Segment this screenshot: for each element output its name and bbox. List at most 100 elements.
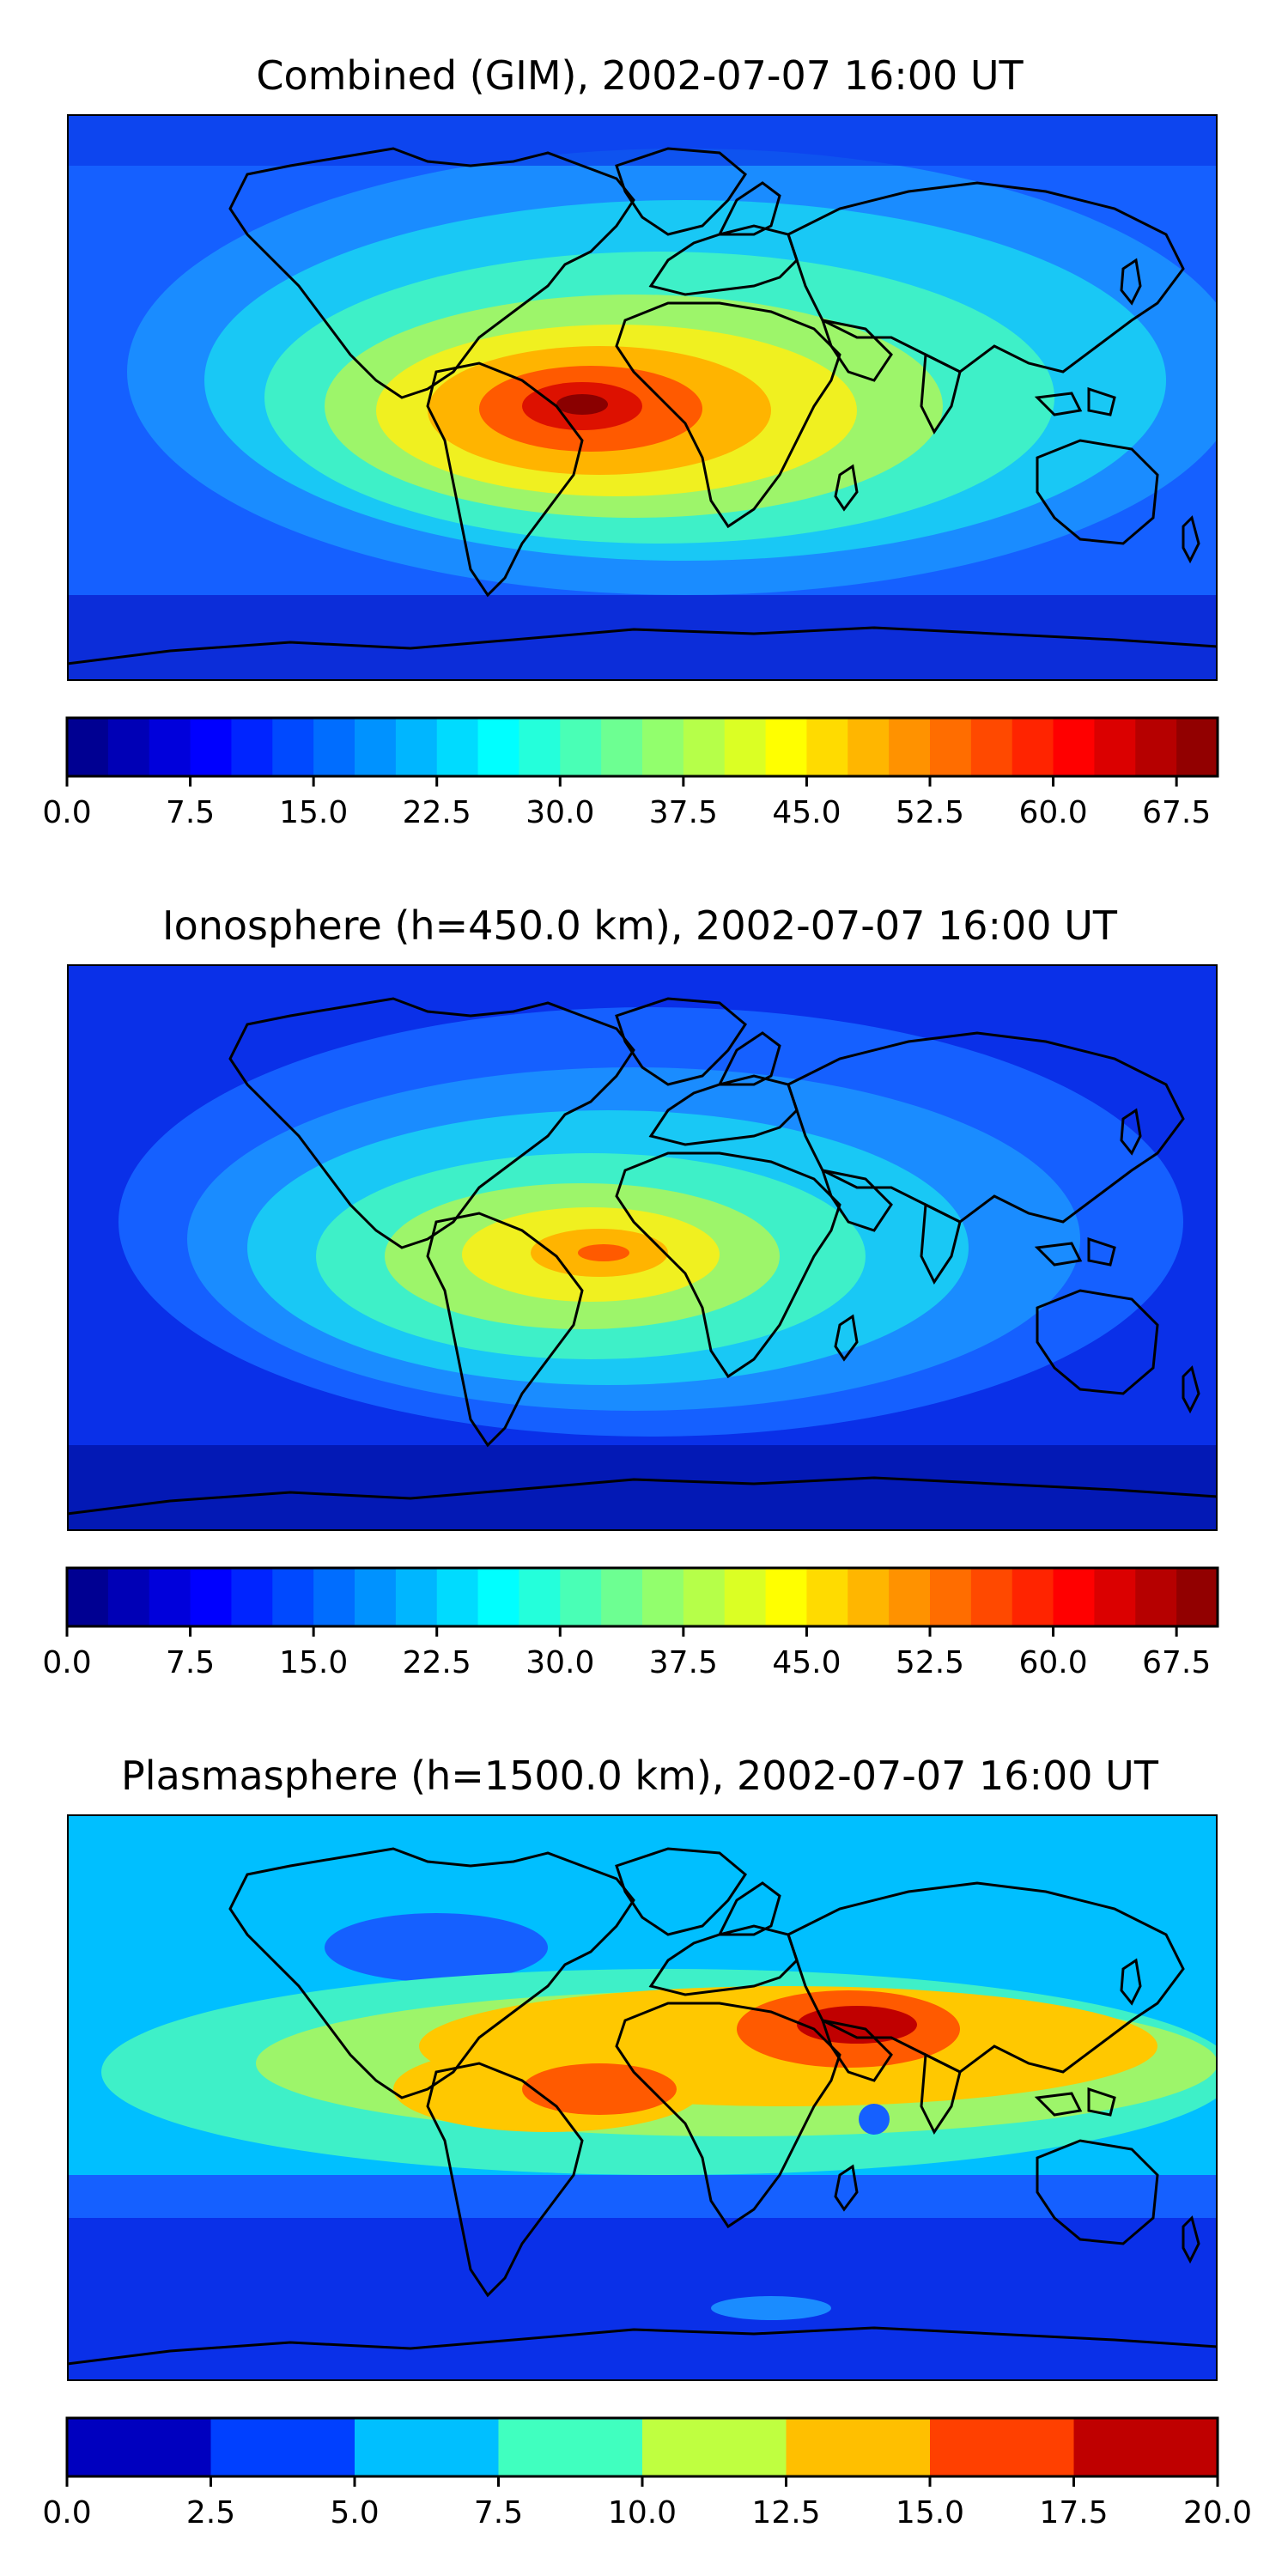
north-low: [325, 1913, 548, 1982]
colorbar-cell: [601, 1568, 643, 1626]
colorbar-cell: [970, 1568, 1013, 1626]
colorbar-ionosphere: 0.0 7.5 15.0 22.5 30.0 37.5 45.0 52.5 60.0 67.5: [42, 1566, 1219, 1680]
tec-peak: [556, 394, 608, 415]
colorbar-cell: [930, 2418, 1075, 2476]
colorbar-cell: [477, 718, 520, 776]
colorbar-tick-label: 12.5: [751, 2495, 820, 2530]
map-plasmasphere: [67, 1814, 1218, 2381]
colorbar-cell: [806, 1568, 848, 1626]
colorbar-tick-label: 67.5: [1142, 795, 1211, 830]
colorbar-tick-label: 5.0: [330, 2495, 379, 2530]
panel-title: Combined (GIM), 2002-07-07 16:00 UT: [256, 52, 1024, 99]
colorbar-cell: [313, 1568, 355, 1626]
colorbar-cell: [642, 2418, 787, 2476]
colorbar-cell: [765, 718, 808, 776]
colorbar-tick-label: 2.5: [186, 2495, 235, 2530]
colorbar-cell: [560, 1568, 602, 1626]
map-ionosphere: [67, 964, 1218, 1531]
colorbar-cell: [107, 1568, 150, 1626]
colorbar-cell: [1053, 1568, 1096, 1626]
colorbar-cell: [889, 1568, 931, 1626]
colorbar-cell: [806, 718, 848, 776]
colorbar-tick-label: 0.0: [42, 2495, 91, 2530]
colorbar-cell: [683, 1568, 726, 1626]
colorbar-cell: [231, 718, 273, 776]
colorbar-cell: [436, 1568, 479, 1626]
colorbar-cell: [642, 718, 684, 776]
colorbar-cell: [498, 2418, 643, 2476]
colorbar-cell: [1135, 718, 1177, 776]
colorbar-cell: [724, 1568, 767, 1626]
colorbar-cell: [1094, 718, 1136, 776]
colorbar-tick-label: 37.5: [649, 1645, 718, 1680]
tec-peak: [578, 1244, 629, 1261]
colorbar-cell: [395, 1568, 438, 1626]
colorbar-combined: 0.0 7.5 15.0 22.5 30.0 37.5 45.0 52.5 60.0 67.5: [42, 716, 1219, 830]
colorbar-cell: [1176, 718, 1218, 776]
colorbar-cell: [1012, 718, 1054, 776]
colorbar-cell: [889, 718, 931, 776]
colorbar-tick-label: 7.5: [166, 1645, 215, 1680]
colorbar-tick-label: 17.5: [1039, 2495, 1108, 2530]
colorbar-cell: [1176, 1568, 1218, 1626]
colorbar-cell: [355, 1568, 397, 1626]
panel-title: Plasmasphere (h=1500.0 km), 2002-07-07 1…: [121, 1753, 1159, 1799]
colorbar-tick-label: 30.0: [526, 795, 594, 830]
panel-title: Ionosphere (h=450.0 km), 2002-07-07 16:0…: [162, 902, 1118, 949]
colorbar-cell: [477, 1568, 520, 1626]
colorbar-tick-label: 0.0: [42, 1645, 91, 1680]
colorbar-tick-label: 37.5: [649, 795, 718, 830]
colorbar-cell: [149, 1568, 191, 1626]
colorbar-plasmasphere: 0.0 2.5 5.0 7.5 10.0 12.5 15.0 17.5 20.0: [42, 2416, 1252, 2530]
colorbar-tick-label: 7.5: [474, 2495, 523, 2530]
local-low: [711, 2296, 831, 2320]
colorbar-cell: [519, 718, 561, 776]
colorbar-cell: [970, 718, 1013, 776]
colorbar-tick-label: 30.0: [526, 1645, 594, 1680]
colorbar-tick-label: 45.0: [772, 1645, 841, 1680]
colorbar-cell: [1135, 1568, 1177, 1626]
colorbar-tick-label: 60.0: [1018, 1645, 1087, 1680]
colorbar-tick-label: 60.0: [1018, 795, 1087, 830]
colorbar-tick-label: 67.5: [1142, 1645, 1211, 1680]
colorbar-tick-label: 10.0: [608, 2495, 677, 2530]
colorbar-tick-label: 22.5: [403, 795, 471, 830]
colorbar-tick-label: 7.5: [166, 795, 215, 830]
colorbar-cell: [642, 1568, 684, 1626]
colorbar-frame: [65, 716, 1219, 778]
colorbar-cell: [67, 718, 109, 776]
south-lowest-band: [67, 2218, 1218, 2381]
colorbar-cell: [930, 718, 972, 776]
colorbar-tick-label: 20.0: [1183, 2495, 1252, 2530]
colorbar-cell: [930, 1568, 972, 1626]
colorbar-cell: [519, 1568, 561, 1626]
colorbar-cell: [231, 1568, 273, 1626]
colorbar-tick-label: 52.5: [896, 1645, 964, 1680]
colorbar-cell: [1053, 718, 1096, 776]
map-combined: [67, 114, 1218, 681]
colorbar-tick-label: 52.5: [896, 795, 964, 830]
polar-low: [67, 595, 1218, 681]
colorbar-cell: [1073, 2418, 1218, 2476]
colorbar-cell: [724, 718, 767, 776]
panel-plasmasphere: Plasmasphere (h=1500.0 km), 2002-07-07 1…: [42, 1753, 1252, 2530]
colorbar-cell: [149, 718, 191, 776]
colorbar-tick-label: 45.0: [772, 795, 841, 830]
colorbar-cell: [848, 1568, 890, 1626]
colorbar-cell: [765, 1568, 808, 1626]
colorbar-cell: [1012, 1568, 1054, 1626]
colorbar-tick-label: 15.0: [279, 795, 348, 830]
colorbar-cell: [848, 718, 890, 776]
colorbar-cell: [355, 2418, 500, 2476]
colorbar-cell: [67, 1568, 109, 1626]
colorbar-cell: [1094, 1568, 1136, 1626]
colorbar-cell: [210, 2418, 355, 2476]
colorbar-cell: [355, 718, 397, 776]
colorbar-cell: [67, 2418, 212, 2476]
colorbar-cell: [560, 718, 602, 776]
colorbar-cell: [313, 718, 355, 776]
local-low: [859, 2104, 890, 2135]
polar-low: [67, 1445, 1218, 1531]
colorbar-tick-label: 22.5: [403, 1645, 471, 1680]
